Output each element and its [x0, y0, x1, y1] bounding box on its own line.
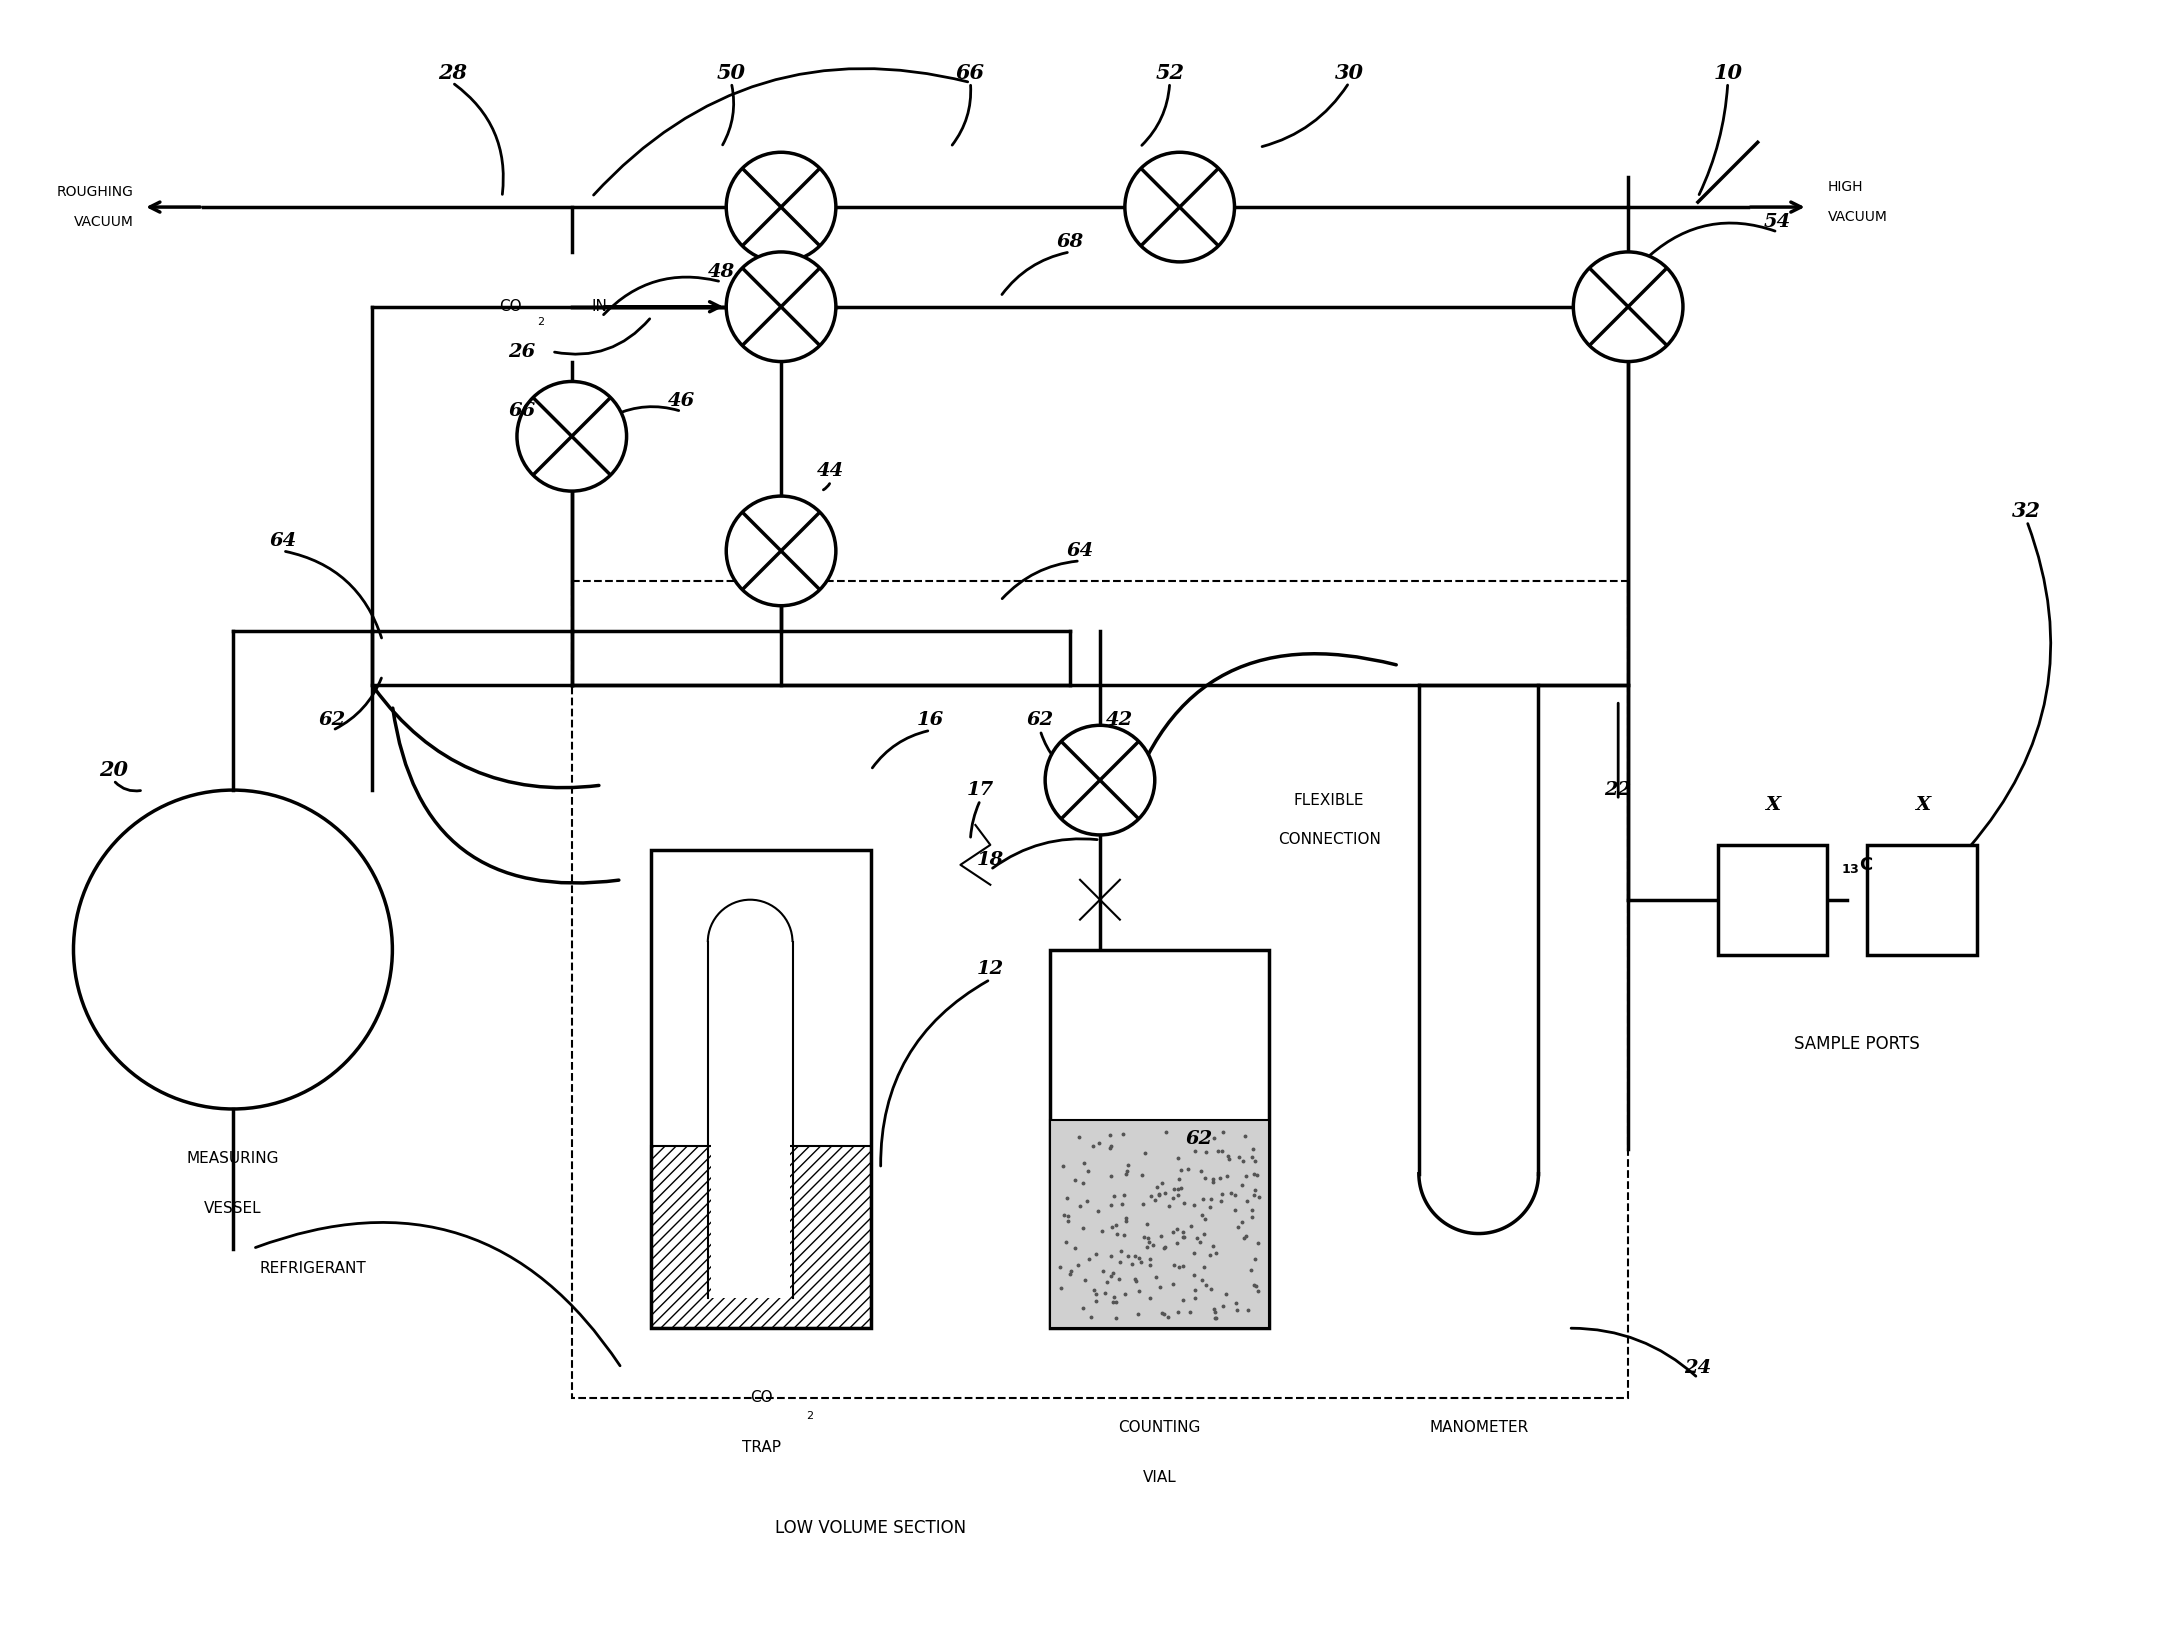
Text: HIGH: HIGH [1828, 180, 1863, 193]
Text: LOW VOLUME SECTION: LOW VOLUME SECTION [775, 1519, 966, 1537]
Text: MEASURING: MEASURING [187, 1151, 279, 1166]
Text: 16: 16 [916, 711, 944, 730]
Text: SAMPLE PORTS: SAMPLE PORTS [1795, 1036, 1919, 1054]
Text: 48: 48 [707, 263, 735, 281]
Bar [712, 941, 790, 1298]
Bar [651, 850, 870, 1328]
Text: $\mathbf{_{13}C}$: $\mathbf{_{13}C}$ [1841, 855, 1874, 875]
Text: 62: 62 [1027, 711, 1053, 730]
Text: 64: 64 [270, 532, 296, 550]
Text: 12: 12 [977, 961, 1003, 979]
Text: REFRIGERANT: REFRIGERANT [259, 1260, 366, 1276]
Text: 42: 42 [1105, 711, 1134, 730]
Text: CO: CO [498, 299, 522, 314]
Circle shape [1573, 252, 1682, 361]
Text: 24: 24 [1684, 1359, 1713, 1377]
Text: 32: 32 [2013, 501, 2041, 520]
Text: 17: 17 [966, 780, 994, 798]
Text: 22: 22 [1604, 780, 1632, 798]
Text: IN: IN [592, 299, 607, 314]
Text: VACUUM: VACUUM [74, 215, 133, 229]
Text: 30: 30 [1334, 62, 1364, 83]
Text: 18: 18 [977, 850, 1003, 868]
Text: 52: 52 [1155, 62, 1184, 83]
Text: CO: CO [751, 1390, 772, 1405]
Bar [651, 1146, 870, 1328]
Text: TRAP: TRAP [742, 1441, 781, 1455]
Text: COUNTING: COUNTING [1118, 1421, 1201, 1436]
Text: 2: 2 [805, 1411, 814, 1421]
Text: 50: 50 [716, 62, 746, 83]
Bar [1867, 846, 1978, 954]
Bar [572, 580, 1628, 1398]
Bar [1717, 846, 1828, 954]
Text: VIAL: VIAL [1142, 1470, 1177, 1485]
Text: 46: 46 [668, 392, 694, 410]
Text: 2: 2 [537, 317, 544, 327]
Text: 28: 28 [437, 62, 466, 83]
Text: 64: 64 [1066, 541, 1095, 559]
Text: 44: 44 [818, 462, 844, 480]
Text: 66: 66 [509, 402, 535, 421]
Circle shape [727, 153, 836, 262]
Text: 26: 26 [509, 343, 535, 361]
Text: X: X [1765, 797, 1780, 815]
Text: MANOMETER: MANOMETER [1430, 1421, 1528, 1436]
Text: VESSEL: VESSEL [205, 1202, 261, 1216]
Circle shape [1044, 725, 1155, 834]
Text: CONNECTION: CONNECTION [1277, 833, 1380, 847]
Circle shape [727, 252, 836, 361]
Circle shape [74, 790, 392, 1109]
Bar [1051, 1120, 1269, 1328]
Text: FLEXIBLE: FLEXIBLE [1295, 792, 1364, 808]
Text: X: X [1915, 797, 1930, 815]
Circle shape [518, 382, 627, 491]
Text: 68: 68 [1055, 233, 1084, 250]
Text: ROUGHING: ROUGHING [57, 185, 133, 198]
Bar [1051, 950, 1269, 1328]
Text: 62: 62 [1186, 1130, 1214, 1148]
Circle shape [1125, 153, 1234, 262]
Text: 54: 54 [1765, 213, 1791, 231]
Text: 10: 10 [1713, 62, 1743, 83]
Text: 62: 62 [320, 711, 346, 730]
Text: 20: 20 [98, 759, 128, 780]
Text: VACUUM: VACUUM [1828, 210, 1887, 224]
Text: 66: 66 [955, 62, 986, 83]
Circle shape [727, 496, 836, 606]
